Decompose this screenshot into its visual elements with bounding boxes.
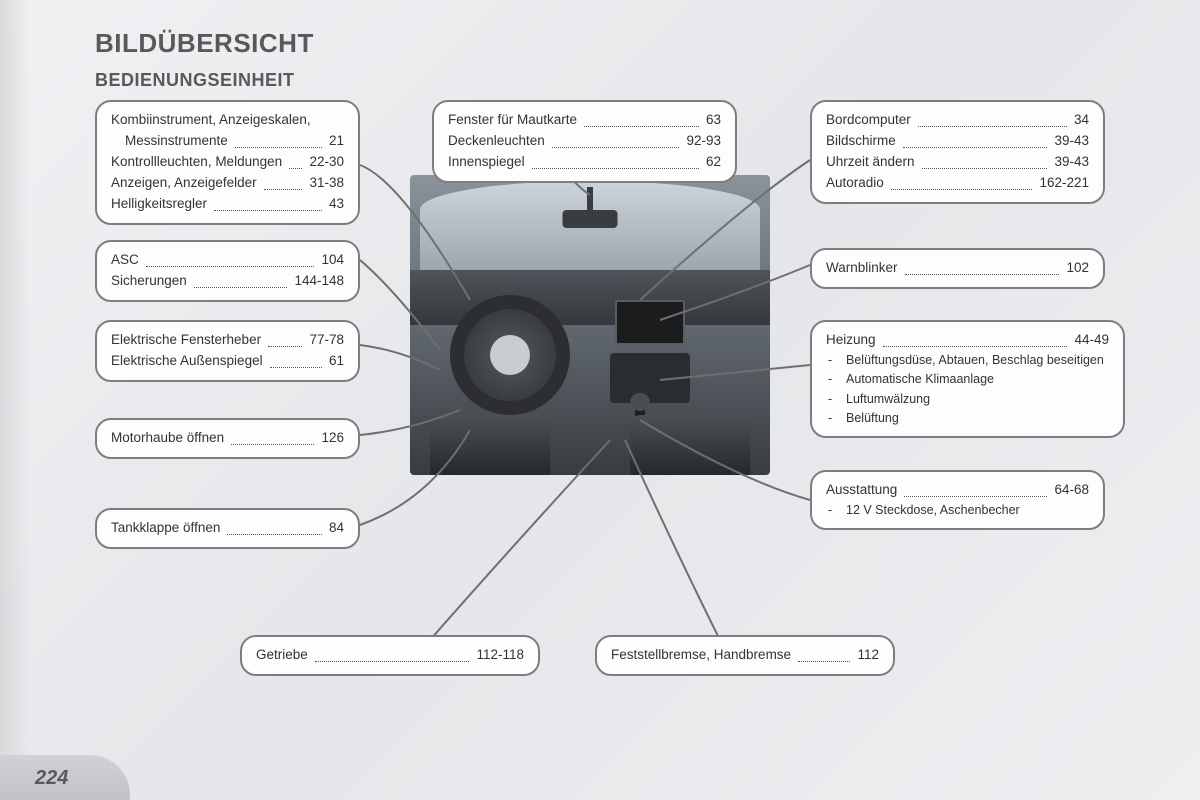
page: 44-49 xyxy=(1074,330,1109,351)
label: Sicherungen xyxy=(111,271,187,292)
page: 104 xyxy=(321,250,344,271)
label: Autoradio xyxy=(826,173,884,194)
callout-bonnet: Motorhaube öffnen 126 xyxy=(95,418,360,459)
callout-top: Fenster für Mautkarte 63 Deckenleuchten 92… xyxy=(432,100,737,183)
label: Innenspiegel xyxy=(448,152,525,173)
label: Deckenleuchten xyxy=(448,131,545,152)
page: 144-148 xyxy=(294,271,344,292)
label: ASC xyxy=(111,250,139,271)
sub: Luftumwälzung xyxy=(846,390,930,409)
page: 61 xyxy=(329,351,344,372)
label: Warnblinker xyxy=(826,258,898,279)
callout-computer: Bordcomputer 34 Bildschirme 39-43 Uhrzeit … xyxy=(810,100,1105,204)
page-number: 224 xyxy=(35,767,68,790)
label: Getriebe xyxy=(256,645,308,666)
callout-windows: Elektrische Fensterheber 77-78 Elektrisch… xyxy=(95,320,360,382)
sub: 12 V Steckdose, Aschenbecher xyxy=(846,501,1020,520)
page: 39-43 xyxy=(1054,131,1089,152)
label: Elektrische Außenspiegel xyxy=(111,351,263,372)
label: Bildschirme xyxy=(826,131,896,152)
page: 84 xyxy=(329,518,344,539)
page: 34 xyxy=(1074,110,1089,131)
page: 162-221 xyxy=(1039,173,1089,194)
label: Motorhaube öffnen xyxy=(111,428,224,449)
page: 126 xyxy=(321,428,344,449)
page-title: BILDÜBERSICHT xyxy=(95,28,314,59)
label: Tankklappe öffnen xyxy=(111,518,220,539)
page: 112-118 xyxy=(476,645,524,666)
callout-hazard: Warnblinker 102 xyxy=(810,248,1105,289)
page: 63 xyxy=(706,110,721,131)
callout-gearbox: Getriebe 112-118 xyxy=(240,635,540,676)
label: Kombiinstrument, Anzeigeskalen, xyxy=(111,110,311,131)
callout-handbrake: Feststellbremse, Handbremse 112 xyxy=(595,635,895,676)
label: Messinstrumente xyxy=(125,131,228,152)
page-left-shadow xyxy=(0,0,30,800)
page: 39-43 xyxy=(1054,152,1089,173)
page: 21 xyxy=(329,131,344,152)
page: 112 xyxy=(857,645,879,666)
callout-equipment: Ausstattung64-68 -12 V Steckdose, Aschen… xyxy=(810,470,1105,530)
page: 64-68 xyxy=(1054,480,1089,501)
label: Kontrollleuchten, Meldungen xyxy=(111,152,282,173)
label: Anzeigen, Anzeigefelder xyxy=(111,173,257,194)
page: 62 xyxy=(706,152,721,173)
page: 77-78 xyxy=(309,330,344,351)
page: 43 xyxy=(329,194,344,215)
callout-asc: ASC 104 Sicherungen 144-148 xyxy=(95,240,360,302)
label: Fenster für Mautkarte xyxy=(448,110,577,131)
sub: Belüftung xyxy=(846,409,899,428)
label: Helligkeitsregler xyxy=(111,194,207,215)
page: 22-30 xyxy=(309,152,344,173)
label: Uhrzeit ändern xyxy=(826,152,915,173)
callout-instruments: Kombiinstrument, Anzeigeskalen, Messinst… xyxy=(95,100,360,225)
sub: Automatische Klimaanlage xyxy=(846,370,994,389)
dashboard-illustration xyxy=(410,175,770,475)
label: Ausstattung xyxy=(826,480,897,501)
label: Elektrische Fensterheber xyxy=(111,330,261,351)
label: Heizung xyxy=(826,330,876,351)
callout-fuel: Tankklappe öffnen 84 xyxy=(95,508,360,549)
label: Feststellbremse, Handbremse xyxy=(611,645,791,666)
callout-heating: Heizung44-49 -Belüftungsdüse, Abtauen, B… xyxy=(810,320,1125,438)
label: Bordcomputer xyxy=(826,110,911,131)
page-subtitle: BEDIENUNGSEINHEIT xyxy=(95,70,295,91)
page: 92-93 xyxy=(686,131,721,152)
sub: Belüftungsdüse, Abtauen, Beschlag beseit… xyxy=(846,351,1104,370)
page: 31-38 xyxy=(309,173,344,194)
page: 102 xyxy=(1066,258,1089,279)
